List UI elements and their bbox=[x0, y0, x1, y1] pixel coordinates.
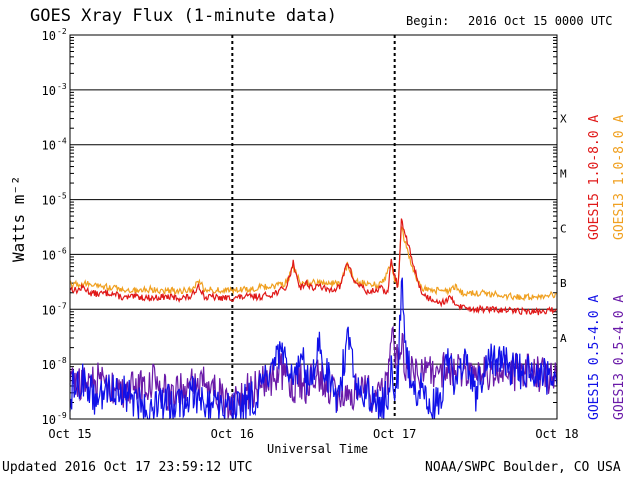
y-tick-label: 10 bbox=[42, 248, 56, 262]
flare-class-a: A bbox=[560, 332, 567, 345]
legend-entry: GOES13 0.5-4.0 A bbox=[612, 295, 627, 420]
flare-class-b: B bbox=[560, 277, 567, 290]
y-tick-exponent: -9 bbox=[57, 411, 67, 420]
updated-timestamp: Updated 2016 Oct 17 23:59:12 UTC bbox=[2, 460, 253, 475]
flare-class-c: C bbox=[560, 222, 567, 235]
legend-entry: GOES15 0.5-4.0 A bbox=[587, 295, 602, 420]
x-tick-label: Oct 17 bbox=[373, 427, 416, 441]
legend-entry: GOES15 1.0-8.0 A bbox=[587, 115, 602, 240]
series-line-goes13-0-5-4-0-a bbox=[69, 325, 558, 419]
credit-label: NOAA/SWPC Boulder, CO USA bbox=[425, 460, 621, 475]
y-tick-exponent: -7 bbox=[57, 301, 67, 310]
begin-label: Begin: bbox=[406, 14, 450, 28]
plot-frame bbox=[69, 34, 558, 420]
y-tick-label: 10 bbox=[42, 413, 56, 427]
x-tick-labels: Oct 15 Oct 16 Oct 17 Oct 18 bbox=[48, 427, 578, 441]
x-tick-label: Oct 16 bbox=[211, 427, 254, 441]
y-tick-label: 10 bbox=[42, 139, 56, 153]
chart-title: GOES Xray Flux (1-minute data) bbox=[30, 6, 338, 26]
y-tick-label: 10 bbox=[42, 303, 56, 317]
flare-class-labels: X M C B A bbox=[560, 113, 567, 345]
legend-entry: GOES13 1.0-8.0 A bbox=[612, 115, 627, 240]
y-tick-exponent: -6 bbox=[57, 246, 67, 255]
series-line-goes13-1-0-8-0-a bbox=[69, 226, 558, 302]
x-tick-label: Oct 18 bbox=[535, 427, 578, 441]
x-axis-title: Universal Time bbox=[267, 442, 369, 456]
y-tick-exponent: -8 bbox=[57, 356, 67, 365]
series-layer bbox=[69, 218, 558, 420]
series-line-goes15-0-5-4-0-a bbox=[69, 277, 558, 420]
y-tick-exponent: -4 bbox=[57, 137, 67, 146]
flare-class-m: M bbox=[560, 167, 567, 180]
begin-value: 2016 Oct 15 0000 UTC bbox=[468, 14, 613, 28]
y-tick-labels: 10-210-310-410-510-610-710-810-9 bbox=[42, 27, 67, 427]
legend: GOES15 1.0-8.0 A GOES13 1.0-8.0 A GOES15 0… bbox=[587, 115, 627, 420]
y-tick-label: 10 bbox=[42, 29, 56, 43]
y-tick-exponent: -3 bbox=[57, 82, 67, 91]
y-tick-label: 10 bbox=[42, 358, 56, 372]
series-line-goes15-1-0-8-0-a bbox=[69, 218, 557, 316]
x-tick-label: Oct 15 bbox=[48, 427, 91, 441]
y-tick-exponent: -2 bbox=[57, 27, 67, 36]
y-axis-title: Watts m⁻² bbox=[9, 175, 28, 262]
y-tick-exponent: -5 bbox=[57, 192, 67, 201]
flare-class-x: X bbox=[560, 113, 567, 126]
y-tick-label: 10 bbox=[42, 194, 56, 208]
y-tick-label: 10 bbox=[42, 84, 56, 98]
